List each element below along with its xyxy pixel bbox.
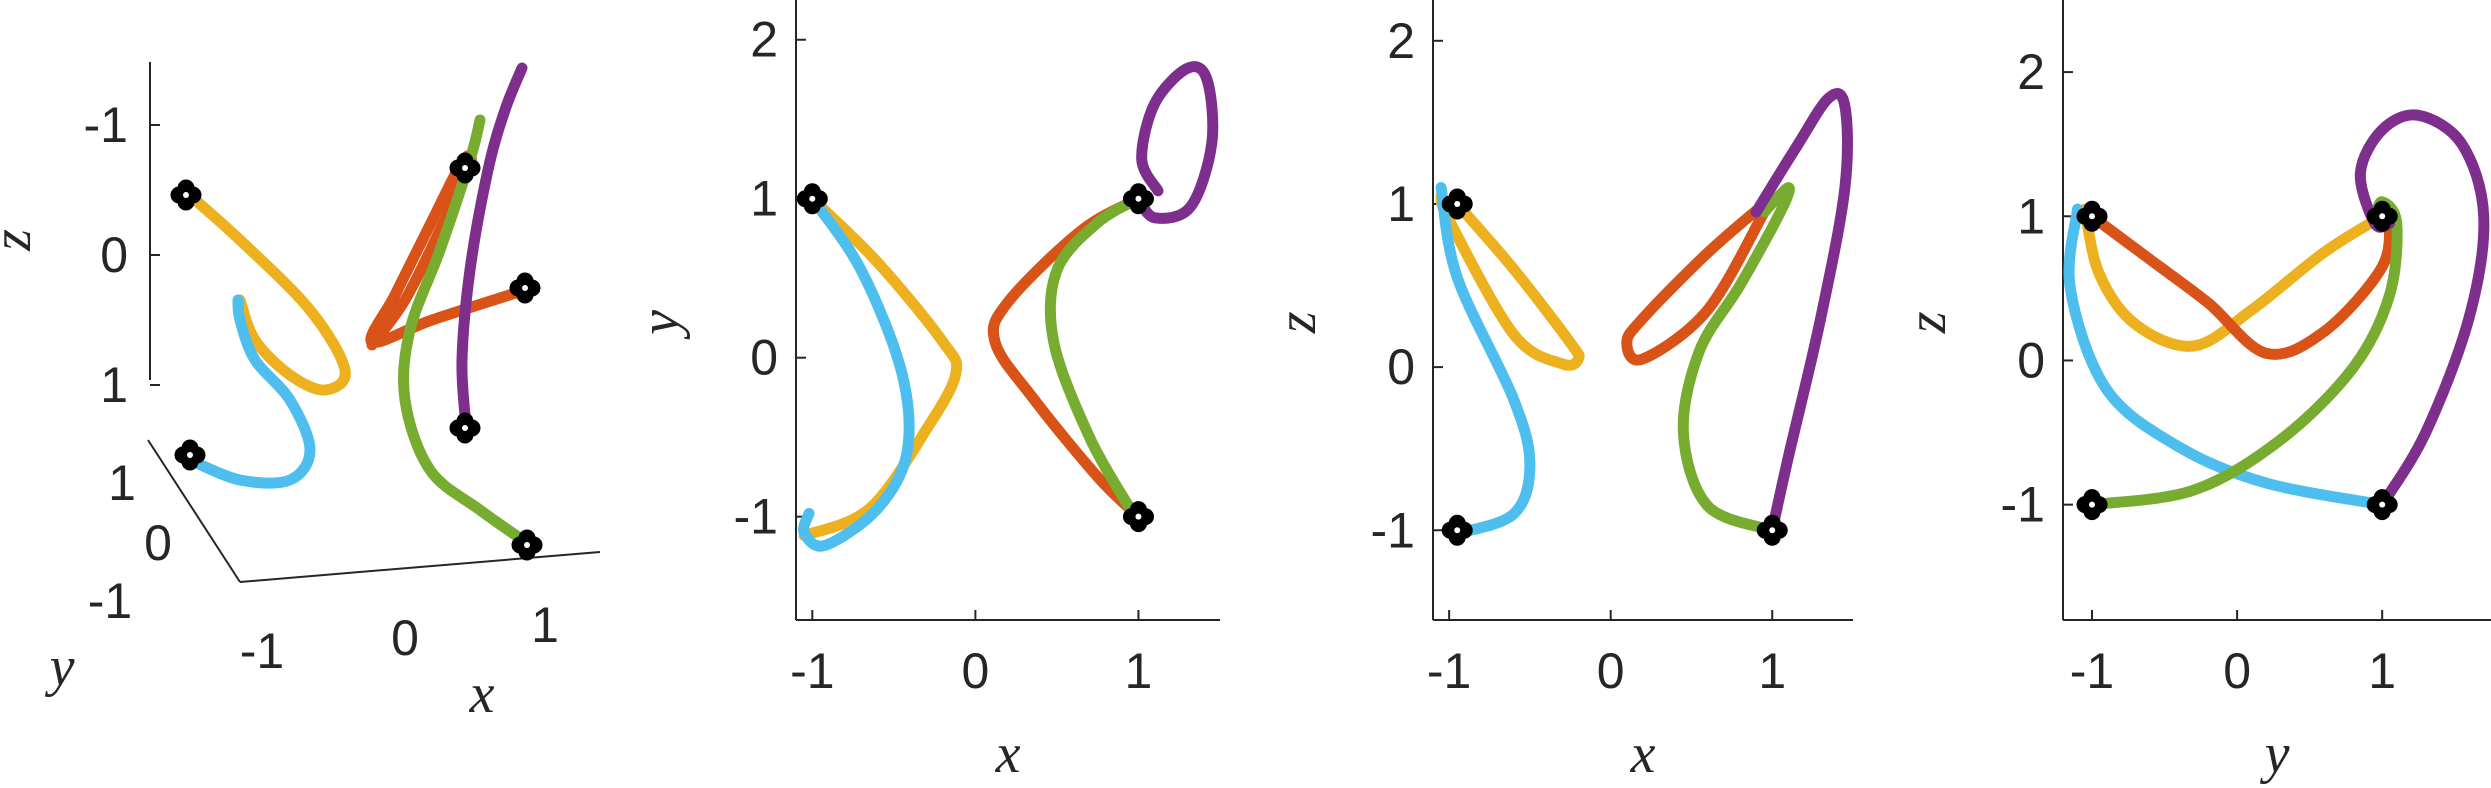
panel-3-endpoint-marker-1 bbox=[1441, 514, 1473, 546]
panel-4-endpoint-marker-1 bbox=[2076, 489, 2108, 521]
panel-1-endpoint-marker-5 bbox=[511, 529, 543, 561]
panel-2-y-tick-label: -1 bbox=[734, 489, 778, 545]
panel-1-x-axis-label: x bbox=[469, 663, 495, 725]
panel-2-curve-purple bbox=[1133, 61, 1219, 224]
panel-3-x-tick-label: 0 bbox=[1597, 643, 1625, 699]
panel-2-curve-cyan bbox=[798, 193, 915, 552]
panel-1-curve-purple bbox=[456, 62, 528, 432]
panel-2-endpoint-marker-2-center bbox=[1135, 513, 1142, 520]
panel-1-curve-cyan bbox=[184, 294, 316, 489]
panel-4-endpoint-marker-0 bbox=[2076, 200, 2108, 232]
panel-3-y-tick-label: 2 bbox=[1387, 13, 1415, 69]
panel-1-y-tick-label: 1 bbox=[108, 455, 136, 511]
panel-2-y-tick-label: 2 bbox=[750, 12, 778, 68]
panel-1-y-tick-label: 0 bbox=[144, 515, 172, 571]
panel-4-endpoint-marker-1-center bbox=[2089, 501, 2096, 508]
panel-3-y-tick-label: 0 bbox=[1387, 339, 1415, 395]
panel-2-y-axis-label: y bbox=[629, 310, 691, 340]
panel-2-endpoint-marker-0 bbox=[796, 183, 828, 215]
panel-3-curve-orange bbox=[1435, 190, 1585, 371]
panel-2-x-tick-label: 1 bbox=[1125, 643, 1153, 699]
panel-4-y-tick-label: 2 bbox=[2017, 44, 2045, 100]
panel-4-endpoint-marker-3 bbox=[2366, 200, 2398, 232]
panel-2-x-tick-label: -1 bbox=[790, 643, 834, 699]
panel-4-curve-orange bbox=[2079, 203, 2388, 352]
panel-4-endpoint-marker-2 bbox=[2366, 489, 2398, 521]
panel-3-y-tick-label: 1 bbox=[1387, 176, 1415, 232]
panel-2-y-tick-label: 0 bbox=[750, 330, 778, 386]
panel-2-curve-orange bbox=[798, 193, 963, 542]
panel-4-curve-red bbox=[2086, 210, 2395, 360]
panel-3-curve-red bbox=[1621, 198, 1770, 366]
panel-4-curve-cyan bbox=[2063, 203, 2388, 511]
panel-2-curve-green bbox=[1044, 193, 1144, 523]
panel-2-x-tick-label: 0 bbox=[961, 643, 989, 699]
panel-3-curve-green bbox=[1677, 182, 1795, 536]
panel-1-endpoint-marker-4-center bbox=[462, 425, 468, 431]
panel-1-z-axis-label: z bbox=[0, 229, 43, 252]
panel-1-curve-orange bbox=[180, 186, 351, 396]
panel-1-x-axis bbox=[239, 551, 601, 583]
panel-3-x-tick-label: -1 bbox=[1427, 643, 1471, 699]
panel-4-x-tick-label: -1 bbox=[2070, 643, 2114, 699]
panel-1-endpoint-marker-3 bbox=[509, 272, 541, 304]
panel-2-x-axis-label: x bbox=[995, 723, 1021, 785]
panel-4-y-tick-label: -1 bbox=[2001, 477, 2045, 533]
panel-1-endpoint-marker-5-center bbox=[524, 542, 530, 548]
panel-4-x-axis-label: y bbox=[2260, 723, 2290, 785]
panel-1-endpoint-marker-4 bbox=[449, 412, 481, 444]
panel-1-endpoint-marker-2 bbox=[449, 152, 481, 184]
panel-4-y-axis-label: z bbox=[1896, 311, 1958, 334]
panel-1-y-axis bbox=[147, 439, 241, 583]
panel-1-x-tick-label: 0 bbox=[391, 610, 419, 666]
panel-2-endpoint-marker-1 bbox=[1122, 183, 1154, 215]
panel-4-x-tick-label: 1 bbox=[2368, 643, 2396, 699]
panel-1-endpoint-marker-3-center bbox=[522, 285, 528, 291]
panel-1-curve-red bbox=[365, 150, 531, 351]
panel-1-endpoint-marker-1 bbox=[174, 439, 206, 471]
panel-1-y-axis-label: y bbox=[45, 636, 75, 698]
panel-1-x-tick-label: 1 bbox=[531, 597, 559, 653]
panel-1-z-tick-label: -1 bbox=[84, 97, 128, 153]
panel-3-x-tick-label: 1 bbox=[1758, 643, 1786, 699]
panel-3-y-tick-label: -1 bbox=[1371, 502, 1415, 558]
panel-2-endpoint-marker-0-center bbox=[809, 195, 816, 202]
panel-1-endpoint-marker-1-center bbox=[187, 452, 193, 458]
panel-3-endpoint-marker-0 bbox=[1441, 188, 1473, 220]
panel-1-endpoint-marker-0 bbox=[170, 179, 202, 211]
panel-2-endpoint-marker-2 bbox=[1122, 501, 1154, 533]
panel-1-z-tick-label: 0 bbox=[100, 227, 128, 283]
panel-4-endpoint-marker-0-center bbox=[2089, 213, 2096, 220]
panel-2-y-tick-label: 1 bbox=[750, 171, 778, 227]
panel-4-endpoint-marker-2-center bbox=[2379, 501, 2386, 508]
panel-3-endpoint-marker-0-center bbox=[1454, 200, 1461, 207]
panel-3-curve-purple bbox=[1750, 88, 1853, 536]
panel-1-x-tick-label: -1 bbox=[240, 623, 284, 679]
panel-3-endpoint-marker-2-center bbox=[1769, 527, 1776, 534]
panel-3-endpoint-marker-1-center bbox=[1454, 527, 1461, 534]
panel-1-z-tick-label: 1 bbox=[100, 357, 128, 413]
panel-1-endpoint-marker-0-center bbox=[183, 192, 189, 198]
panel-3-y-axis-label: z bbox=[1266, 311, 1328, 334]
panel-3-curve-cyan bbox=[1435, 182, 1536, 539]
panel-4-x-tick-label: 0 bbox=[2223, 643, 2251, 699]
panel-4-endpoint-marker-3-center bbox=[2379, 213, 2386, 220]
panel-2-endpoint-marker-1-center bbox=[1135, 195, 1142, 202]
panel-3-x-axis-label: x bbox=[1630, 723, 1656, 785]
panel-4-curve-purple bbox=[2354, 109, 2490, 511]
panel-1-y-tick-label: -1 bbox=[88, 573, 132, 629]
panel-4-y-tick-label: 0 bbox=[2017, 332, 2045, 388]
panel-4-y-tick-label: 1 bbox=[2017, 188, 2045, 244]
panel-3-endpoint-marker-2 bbox=[1756, 514, 1788, 546]
panel-1-endpoint-marker-2-center bbox=[462, 165, 468, 171]
